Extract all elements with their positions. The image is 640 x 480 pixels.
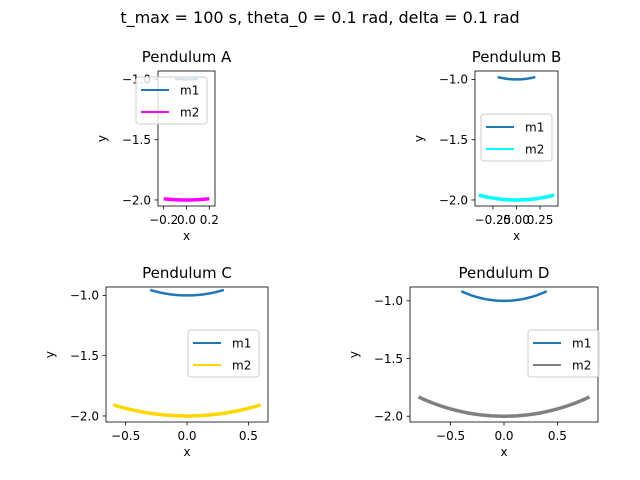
legend-label-m2: m2 <box>572 359 591 373</box>
y-tick-label: −2.0 <box>374 410 403 424</box>
legend-label-m2: m2 <box>525 143 544 157</box>
y-tick-label: −2.0 <box>122 193 151 207</box>
y-tick-label: −1.0 <box>70 289 99 303</box>
series-m2-trace <box>478 193 555 202</box>
x-tick-label: −0.5 <box>436 429 465 443</box>
subplot-title: Pendulum A <box>142 48 232 66</box>
legend-label-m2: m2 <box>232 359 251 373</box>
y-tick-label: −2.0 <box>439 193 468 207</box>
legend-label-m1: m1 <box>232 337 251 351</box>
legend-label-m1: m1 <box>525 121 544 135</box>
y-axis-label: y <box>43 351 57 358</box>
y-tick-label: −2.0 <box>70 409 99 423</box>
x-axis-label: x <box>183 445 190 459</box>
series-m1-trace <box>149 288 225 297</box>
legend: m1 m2 <box>187 329 260 378</box>
y-axis-label: y <box>95 135 109 142</box>
y-tick-label: −1.5 <box>374 352 403 366</box>
x-tick-label: 0.5 <box>548 429 567 443</box>
x-axis-label: x <box>183 229 190 243</box>
x-tick-label: 0.0 <box>177 213 196 227</box>
y-tick-label: −1.5 <box>70 349 99 363</box>
y-tick-label: −1.5 <box>122 133 151 147</box>
x-tick-label: 0.5 <box>239 429 258 443</box>
x-tick-label: −0.25 <box>475 213 512 227</box>
x-tick-label: −0.5 <box>111 429 140 443</box>
series-m2-trace <box>417 395 591 418</box>
x-axis-label: x <box>513 229 520 243</box>
x-tick-label: 0.25 <box>527 213 554 227</box>
series-m2-trace <box>112 403 262 418</box>
x-tick-label: −0.2 <box>149 213 178 227</box>
legend-label-m2: m2 <box>180 106 199 120</box>
subplot-4: −0.5 0.0 0.5 −2.0 −1.5 −1.0 x y Pendulum D m1 m2 <box>347 264 600 459</box>
series-m2-trace <box>163 197 210 202</box>
series-m1-trace <box>460 290 548 303</box>
x-tick-label: 0.0 <box>494 429 513 443</box>
x-tick-label: 0.0 <box>177 429 196 443</box>
y-axis-label: y <box>412 135 426 142</box>
x-tick-label: 0.00 <box>503 213 530 227</box>
subplot-title: Pendulum C <box>142 264 232 282</box>
y-axis-label: y <box>347 351 361 358</box>
series-m1-trace <box>497 75 536 81</box>
x-tick-label: 0.2 <box>200 213 219 227</box>
y-tick-label: −1.0 <box>439 73 468 87</box>
legend-label-m1: m1 <box>180 84 199 98</box>
legend: m1 m2 <box>480 113 553 162</box>
subplot-title: Pendulum D <box>459 264 550 282</box>
legend: m1 m2 <box>527 329 600 378</box>
figure-suptitle: t_max = 100 s, theta_0 = 0.1 rad, delta … <box>120 8 519 28</box>
subplot-title: Pendulum B <box>472 48 562 66</box>
legend: m1 m2 <box>135 76 208 125</box>
x-axis-label: x <box>500 445 507 459</box>
legend-label-m1: m1 <box>572 337 591 351</box>
y-tick-label: −1.0 <box>374 294 403 308</box>
subplot-3: −0.5 0.0 0.5 −2.0 −1.5 −1.0 x y Pendulum C m1 m2 <box>43 264 269 459</box>
y-tick-label: −1.5 <box>439 133 468 147</box>
